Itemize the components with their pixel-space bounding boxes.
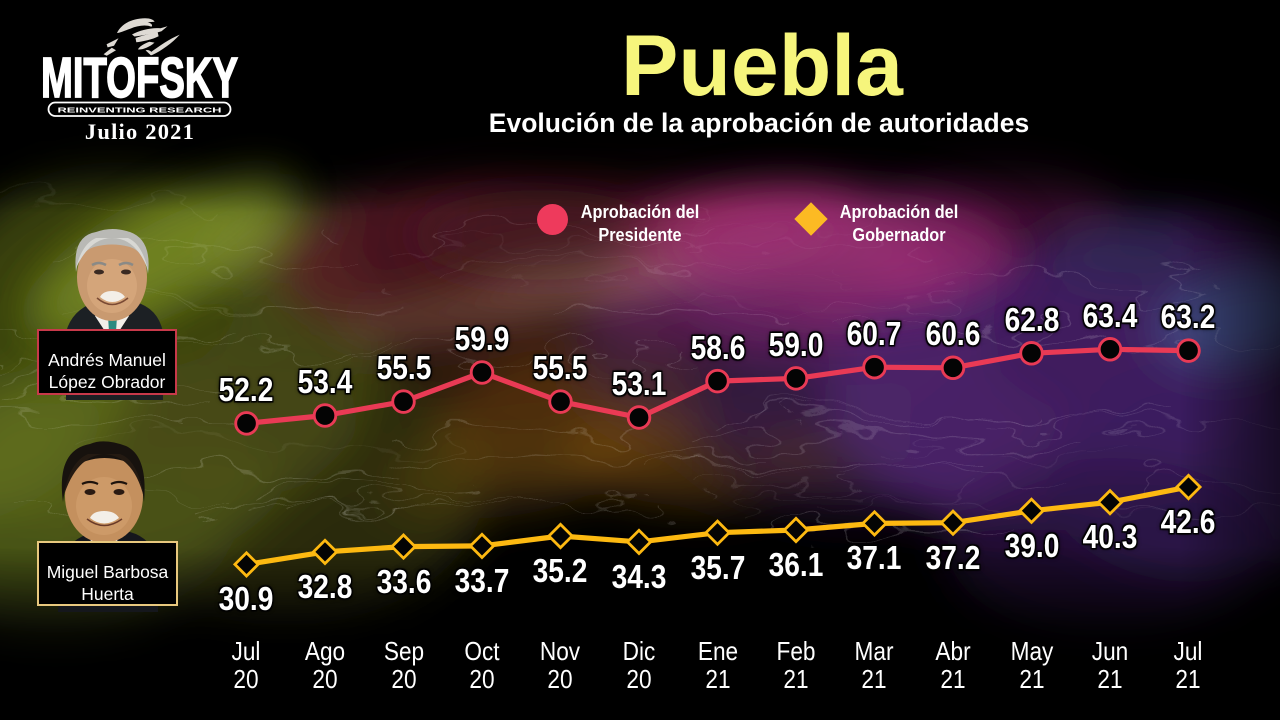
svg-text:MITOFSKY: MITOFSKY (41, 46, 238, 110)
svg-text:REINVENTING RESEARCH: REINVENTING RESEARCH (58, 105, 222, 114)
svg-text:Julio 2021: Julio 2021 (85, 119, 195, 144)
